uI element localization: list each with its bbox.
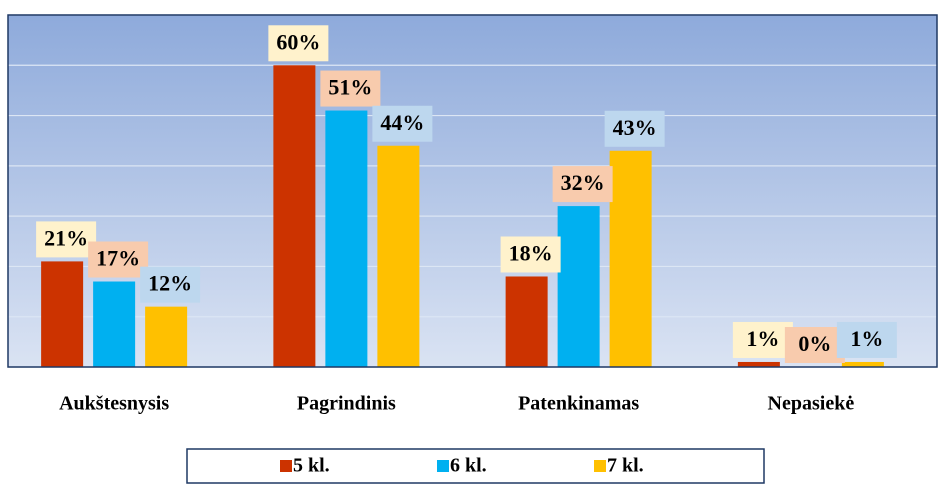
data-label-box	[268, 25, 329, 62]
data-label: 0%	[798, 331, 831, 356]
legend	[186, 448, 765, 484]
data-label: 17%	[96, 246, 140, 271]
data-label-box	[732, 321, 793, 358]
data-label: 1%	[850, 326, 883, 351]
data-label: 43%	[613, 115, 657, 140]
bar	[737, 361, 780, 367]
data-label-box	[88, 241, 149, 278]
plot-border	[7, 14, 938, 368]
data-label-box	[836, 321, 897, 358]
legend-swatch	[437, 460, 449, 472]
bar	[325, 110, 368, 368]
bar	[841, 361, 884, 367]
bar	[609, 150, 652, 367]
legend-label: 7 kl.	[607, 455, 644, 477]
data-label: 51%	[328, 75, 372, 100]
data-label-box	[372, 105, 433, 142]
legend-label: 6 kl.	[450, 455, 487, 477]
data-label-box	[500, 236, 561, 273]
bar	[41, 261, 84, 367]
legend-swatch	[594, 460, 606, 472]
legend-swatch	[280, 460, 292, 472]
data-label-box	[552, 166, 613, 203]
data-label-box	[140, 266, 201, 303]
data-label: 21%	[44, 225, 88, 250]
bar	[505, 276, 548, 367]
x-tick-label: Patenkinamas	[518, 393, 639, 415]
data-label-box	[36, 221, 97, 258]
bar	[93, 281, 136, 367]
data-label: 1%	[746, 326, 779, 351]
x-tick-label: Aukštesnysis	[59, 393, 169, 415]
data-label-box	[784, 327, 845, 363]
data-label: 18%	[509, 241, 553, 266]
bar	[377, 145, 420, 367]
data-label: 44%	[380, 110, 424, 135]
x-tick-label: Pagrindinis	[297, 393, 396, 415]
bar	[557, 206, 600, 367]
legend-label: 5 kl.	[293, 455, 330, 477]
data-label: 32%	[561, 170, 605, 195]
data-label: 12%	[148, 271, 192, 296]
bar	[145, 306, 188, 367]
data-label-box	[320, 70, 381, 107]
data-label: 60%	[276, 29, 320, 54]
x-tick-label: Nepasiekė	[768, 393, 855, 415]
bar	[273, 65, 316, 368]
data-label-box	[604, 110, 665, 147]
